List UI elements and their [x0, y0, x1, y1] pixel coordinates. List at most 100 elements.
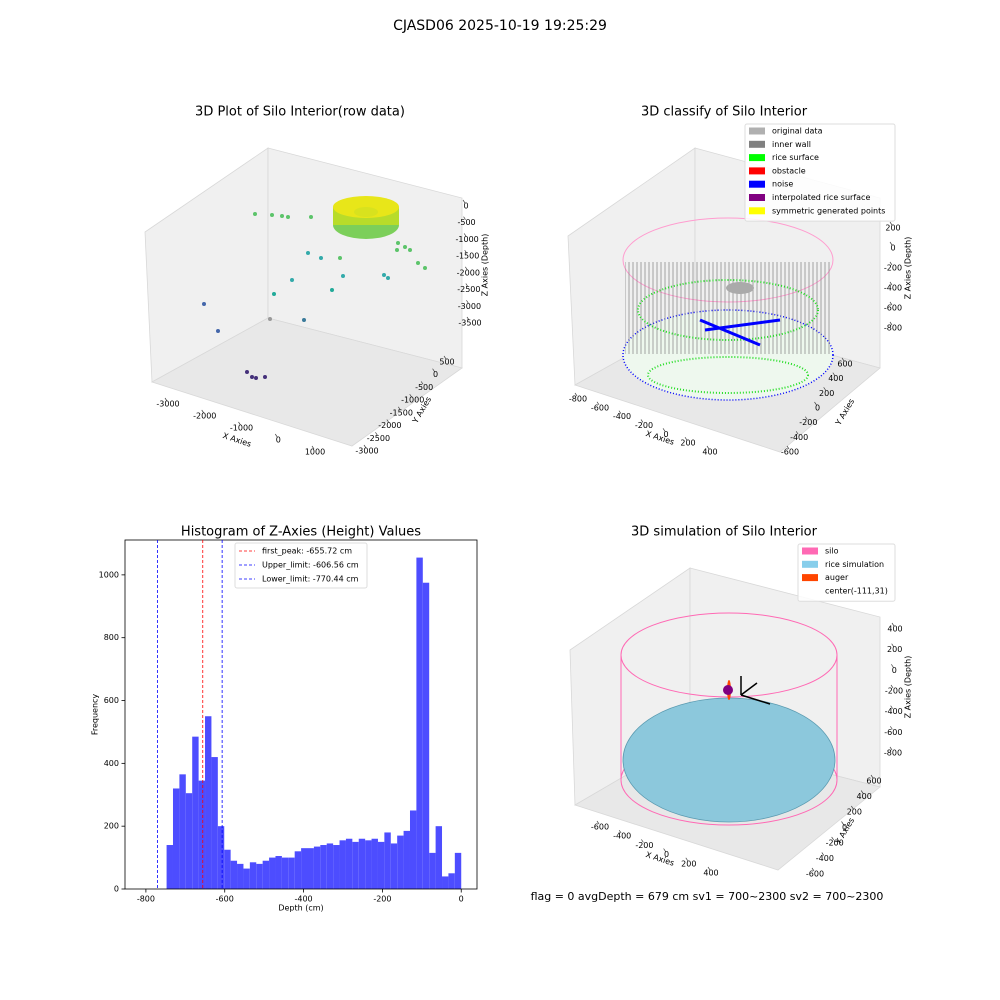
legend-swatch [749, 154, 765, 162]
y-tick-label: 200 [104, 822, 119, 831]
tick-mark [823, 387, 826, 391]
tick-mark [464, 266, 468, 271]
z-tick-label: -600 [884, 728, 902, 737]
y-tick-label: 400 [828, 374, 843, 383]
tick-mark [311, 445, 315, 450]
legend-label: inner wall [772, 140, 811, 149]
z-tick-label: -1500 [456, 252, 479, 261]
y-tick-label: -200 [799, 418, 817, 427]
tick-mark [462, 199, 466, 204]
bar [390, 843, 398, 889]
bar [211, 757, 218, 889]
legend-swatch [802, 547, 818, 555]
x-tick-label: -600 [216, 895, 234, 904]
tick-mark [889, 321, 893, 326]
panel-2-cloud [622, 217, 834, 401]
bar [326, 843, 334, 889]
bar [365, 840, 372, 889]
tick-mark [641, 839, 644, 843]
x-tick-label: -2000 [193, 412, 216, 421]
y-tick-label: -600 [781, 448, 799, 457]
z-tick-label: -400 [885, 707, 903, 716]
legend-label: obstacle [772, 166, 806, 175]
legend-label: interpolated rice surface [772, 193, 870, 202]
tick-mark [596, 401, 600, 406]
axes-glyph [740, 676, 771, 705]
original [726, 282, 754, 294]
bar [192, 736, 199, 889]
tick-mark [795, 431, 799, 435]
legend-box [744, 123, 896, 222]
legend-box [234, 542, 368, 589]
legend-swatch [749, 127, 765, 135]
bar [166, 845, 173, 889]
tick-mark [860, 790, 864, 794]
z-tick-label: 0 [892, 666, 897, 675]
tick-mark [684, 436, 688, 441]
y-tick-label: 0 [842, 823, 847, 832]
y-tick-label: -1500 [390, 408, 413, 417]
legend-label: first_peak: -655.72 cm [262, 547, 352, 556]
cloud [354, 207, 378, 217]
x-tick-label: -400 [294, 895, 312, 904]
tick-mark [832, 372, 836, 376]
z-tick-label: -600 [884, 304, 902, 313]
z-tick-label: -3500 [458, 319, 481, 328]
x-axis-label: Depth (cm) [278, 904, 323, 913]
y-tick-label: 200 [847, 808, 862, 817]
legend-label: noise [772, 180, 793, 189]
legend-box [797, 543, 896, 602]
x-tick-label: -400 [613, 832, 631, 841]
chart-title: 3D Plot of Silo Interior(row data) [195, 105, 405, 120]
panel-1-box [144, 147, 463, 447]
bar [403, 830, 410, 889]
bar [205, 716, 212, 889]
z-tick-label: -400 [884, 284, 902, 293]
tick-mark [397, 406, 401, 411]
tick-mark [889, 221, 893, 226]
bar [185, 793, 193, 889]
x-tick-label: 0 [459, 895, 464, 904]
z-tick-label: -800 [884, 324, 902, 333]
x-tick-label: -600 [591, 403, 609, 412]
figure-title: CJASD06 2025-10-19 19:25:29 [393, 18, 607, 34]
y-tick-label: 600 [866, 777, 881, 786]
tick-mark [574, 392, 578, 397]
bar [377, 841, 385, 889]
tick-mark [805, 416, 808, 420]
z-tick-label: 400 [887, 625, 902, 634]
tick-mark [618, 410, 622, 414]
tick-mark [274, 433, 278, 438]
rice-simulation [622, 697, 836, 823]
x-tick-label: -200 [635, 841, 653, 850]
tick-mark [596, 820, 600, 825]
tick-mark [663, 848, 666, 852]
y-tick-label: 600 [104, 696, 119, 705]
x-tick-label: -200 [635, 421, 653, 430]
tick-mark [851, 805, 854, 810]
bar [333, 845, 340, 889]
bar [198, 780, 206, 889]
y-tick-label: 1000 [99, 570, 119, 579]
tick-mark [164, 397, 168, 402]
tick-mark [640, 419, 644, 423]
bar [301, 848, 308, 889]
y-tick-label: -600 [806, 870, 824, 879]
plot-frame [124, 539, 478, 890]
y-tick-label: 200 [819, 389, 834, 398]
y-tick-label: -200 [826, 839, 844, 848]
y-tick-label: -3000 [355, 447, 378, 456]
tick-mark [443, 355, 447, 360]
tick-mark [821, 852, 825, 856]
tick-mark [814, 401, 817, 406]
tick-mark [409, 393, 413, 398]
bar [435, 826, 443, 889]
pane [150, 317, 463, 447]
z-tick-label: 200 [885, 224, 900, 233]
legend-swatch [749, 180, 765, 188]
x-tick-label: -600 [591, 823, 609, 832]
bar [249, 862, 257, 889]
tick-mark [386, 419, 390, 423]
bar [237, 863, 244, 889]
bar [339, 840, 346, 889]
